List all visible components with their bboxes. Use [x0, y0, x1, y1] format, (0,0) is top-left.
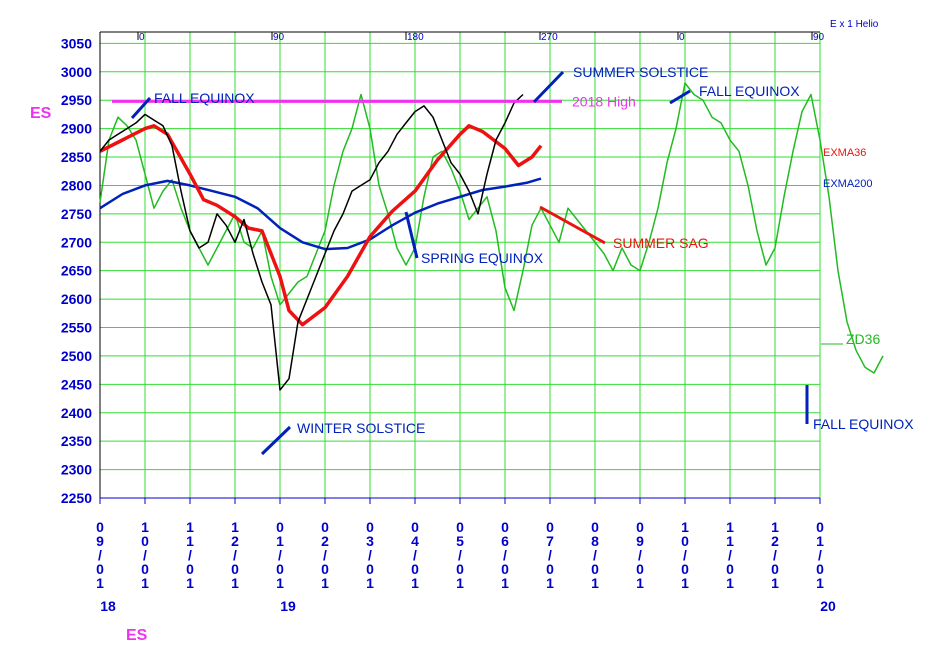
x-tick-label: 0 9/0 1 — [636, 519, 644, 591]
legend-exma36: EXMA36 — [823, 147, 866, 159]
annotation-winter-solstice: WINTER SOLSTICE — [297, 420, 425, 436]
symbol-label-bottom: ES — [126, 627, 148, 644]
x-tick-label: 0 6/0 1 — [501, 519, 509, 591]
series-layer — [99, 82, 884, 391]
y-tick-label: 2400 — [61, 405, 92, 421]
annotation-fall-equinox-2: FALL EQUINOX — [699, 83, 800, 99]
fall-equinox-1-mark — [130, 96, 152, 120]
top-tick-label: 90 — [273, 32, 285, 43]
x-tick-label: 0 5/0 1 — [456, 519, 464, 591]
y-tick-label: 3000 — [61, 64, 92, 80]
y-tick-label: 2550 — [61, 320, 92, 336]
legend-exma200: EXMA200 — [823, 178, 873, 190]
x-tick-label: 1 2/0 1 — [231, 519, 239, 591]
annotation-spring-equinox: SPRING EQUINOX — [421, 250, 544, 266]
zd36-line — [99, 82, 884, 374]
year-label: 20 — [820, 598, 836, 614]
top-tick-label: 180 — [407, 32, 424, 43]
fall-equinox-2-mark — [669, 89, 691, 105]
y-tick-label: 2900 — [61, 121, 92, 137]
annotation-fall-equinox-3: FALL EQUINOX — [813, 416, 914, 432]
axis-layer — [99, 31, 821, 504]
top-tick-label: 0 — [679, 32, 685, 43]
y-tick-label: 2300 — [61, 462, 92, 478]
spring-equinox-mark — [404, 211, 419, 259]
price-line — [99, 93, 524, 391]
y-tick-label: 2500 — [61, 348, 92, 364]
y-tick-label: 2450 — [61, 376, 92, 392]
y-tick-label: 3050 — [61, 35, 92, 51]
x-tick-label: 0 8/0 1 — [591, 519, 599, 591]
exma36-line — [99, 124, 543, 327]
y-tick-label: 2750 — [61, 206, 92, 222]
top-tick-label: 270 — [541, 32, 558, 43]
year-label: 19 — [280, 598, 296, 614]
x-tick-label: 0 1/0 1 — [816, 519, 824, 591]
year-label: 18 — [100, 598, 116, 614]
x-tick-label: 1 0/0 1 — [681, 519, 689, 591]
y-tick-label: 2600 — [61, 291, 92, 307]
top-tick-label: 90 — [813, 32, 825, 43]
annotation-summer-sag: SUMMER SAG — [613, 235, 709, 251]
annotation-summer-solstice: SUMMER SOLSTICE — [573, 64, 708, 80]
annotation-fall-equinox-1: FALL EQUINOX — [154, 90, 255, 106]
y-tick-label: 2350 — [61, 433, 92, 449]
y-tick-label: 2850 — [61, 149, 92, 165]
summer-solstice-mark — [532, 70, 565, 104]
legend-zd36: ZD36 — [846, 331, 880, 347]
x-tick-label: 0 3/0 1 — [366, 519, 374, 591]
summer-sag-mark — [539, 205, 606, 245]
y-tick-label: 2250 — [61, 490, 92, 506]
symbol-label: ES — [30, 105, 52, 122]
winter-solstice-mark — [260, 425, 292, 456]
y-tick-label: 2950 — [61, 92, 92, 108]
exma200-line — [99, 177, 542, 251]
x-tick-label: 0 9/0 1 — [96, 519, 104, 591]
x-tick-label: 1 2/0 1 — [771, 519, 779, 591]
x-tick-label: 0 4/0 1 — [411, 519, 419, 591]
y-tick-label: 2800 — [61, 177, 92, 193]
annotation-layer — [112, 70, 843, 456]
high-line-label: 2018 High — [572, 93, 636, 109]
top-tick-label: 0 — [139, 32, 145, 43]
x-tick-label: 1 0/0 1 — [141, 519, 149, 591]
x-tick-label: 1 1/0 1 — [186, 519, 194, 591]
x-tick-label: 1 1/0 1 — [726, 519, 734, 591]
text-layer: 3050300029502900285028002750270026502600… — [30, 19, 914, 644]
y-tick-label: 2700 — [61, 234, 92, 250]
x-tick-label: 0 2/0 1 — [321, 519, 329, 591]
y-tick-label: 2650 — [61, 263, 92, 279]
x-tick-label: 0 1/0 1 — [276, 519, 284, 591]
x-tick-label: 0 7/0 1 — [546, 519, 554, 591]
top-axis-label: E x 1 Helio — [830, 19, 879, 30]
